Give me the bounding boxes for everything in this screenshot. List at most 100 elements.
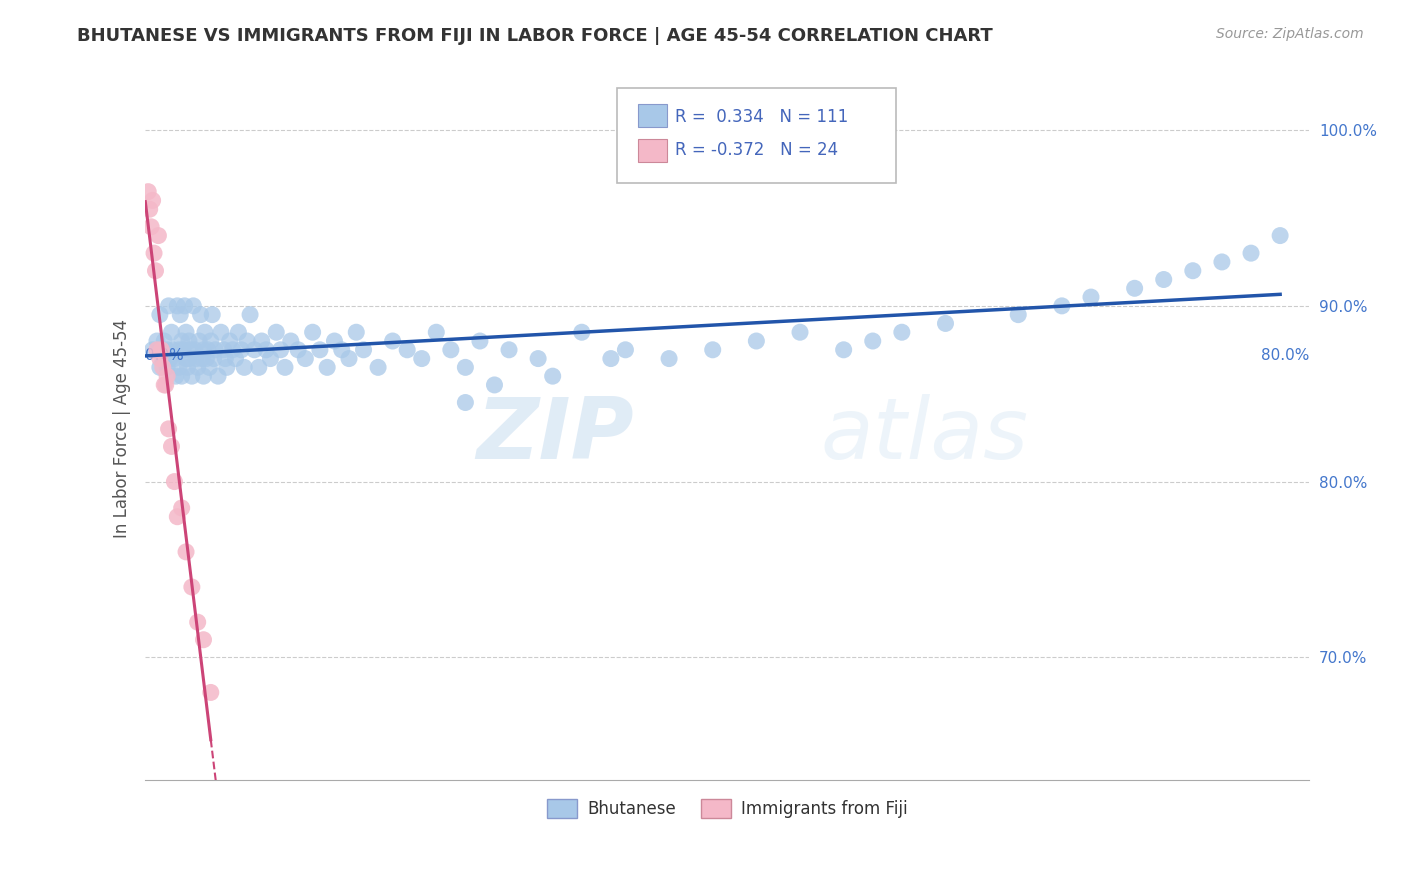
Point <box>832 343 855 357</box>
Point <box>180 369 202 384</box>
Point <box>209 325 232 339</box>
Point <box>236 334 259 348</box>
Point <box>367 360 389 375</box>
Point <box>614 343 637 357</box>
Point <box>149 360 172 375</box>
Point <box>344 325 367 339</box>
Text: Source: ZipAtlas.com: Source: ZipAtlas.com <box>1216 27 1364 41</box>
Point <box>174 351 197 366</box>
Point <box>142 343 165 357</box>
Point <box>200 685 222 699</box>
Point <box>527 351 550 366</box>
Point <box>166 509 188 524</box>
Point <box>157 299 180 313</box>
Point <box>789 325 811 339</box>
Point <box>254 343 277 357</box>
Point <box>149 308 172 322</box>
Point <box>1268 228 1291 243</box>
Point <box>177 334 200 348</box>
Point <box>274 360 297 375</box>
Point <box>139 219 162 234</box>
Point <box>153 334 176 348</box>
Point <box>193 632 215 647</box>
Text: R = -0.372   N = 24: R = -0.372 N = 24 <box>675 141 838 159</box>
Point <box>172 343 194 357</box>
Point <box>160 439 183 453</box>
Point <box>156 343 179 357</box>
Point <box>145 264 167 278</box>
Point <box>411 351 433 366</box>
Point <box>187 615 209 629</box>
Point <box>484 378 506 392</box>
Point <box>1153 272 1175 286</box>
Point <box>166 299 188 313</box>
Point <box>599 351 621 366</box>
Point <box>231 343 253 357</box>
Point <box>176 360 198 375</box>
Point <box>138 202 160 217</box>
Point <box>247 360 270 375</box>
Point <box>353 343 375 357</box>
Point <box>194 325 217 339</box>
Text: 0.0%: 0.0% <box>145 348 184 363</box>
Legend: Bhutanese, Immigrants from Fiji: Bhutanese, Immigrants from Fiji <box>540 792 914 825</box>
Point <box>150 343 173 357</box>
Point <box>425 325 447 339</box>
Point <box>157 422 180 436</box>
Point <box>233 360 256 375</box>
Point <box>152 360 174 375</box>
Point <box>301 325 323 339</box>
Y-axis label: In Labor Force | Age 45-54: In Labor Force | Age 45-54 <box>114 319 131 539</box>
Point <box>170 369 193 384</box>
Point <box>174 325 197 339</box>
Point <box>143 246 166 260</box>
Point <box>152 351 174 366</box>
Point <box>214 351 236 366</box>
Point <box>163 351 186 366</box>
Point <box>541 369 564 384</box>
Text: atlas: atlas <box>820 394 1028 477</box>
Point <box>270 343 292 357</box>
FancyBboxPatch shape <box>617 88 896 183</box>
Point <box>658 351 681 366</box>
Point <box>1181 264 1204 278</box>
Point <box>197 343 219 357</box>
Point <box>153 378 176 392</box>
Point <box>162 343 184 357</box>
Point <box>264 325 287 339</box>
Point <box>287 343 309 357</box>
Point <box>195 351 218 366</box>
Point <box>193 343 215 357</box>
Point <box>148 228 170 243</box>
Point <box>173 299 195 313</box>
Point <box>190 308 212 322</box>
Point <box>155 378 177 392</box>
Point <box>468 334 491 348</box>
Point <box>198 360 221 375</box>
Point <box>316 360 339 375</box>
Point <box>149 351 172 366</box>
Point <box>396 343 419 357</box>
Point <box>862 334 884 348</box>
Point <box>167 343 190 357</box>
Point <box>1211 255 1233 269</box>
Point <box>1050 299 1073 313</box>
Point <box>381 334 404 348</box>
Point <box>204 343 226 357</box>
FancyBboxPatch shape <box>638 104 666 127</box>
Point <box>156 369 179 384</box>
FancyBboxPatch shape <box>638 139 666 161</box>
Point <box>177 351 200 366</box>
Point <box>187 360 209 375</box>
Point <box>890 325 912 339</box>
Text: ZIP: ZIP <box>477 394 634 477</box>
Point <box>170 500 193 515</box>
Point <box>571 325 593 339</box>
Point <box>1007 308 1029 322</box>
Point <box>201 308 224 322</box>
Point <box>186 351 208 366</box>
Point <box>454 395 477 409</box>
Point <box>225 351 247 366</box>
Point <box>156 360 179 375</box>
Point <box>250 334 273 348</box>
